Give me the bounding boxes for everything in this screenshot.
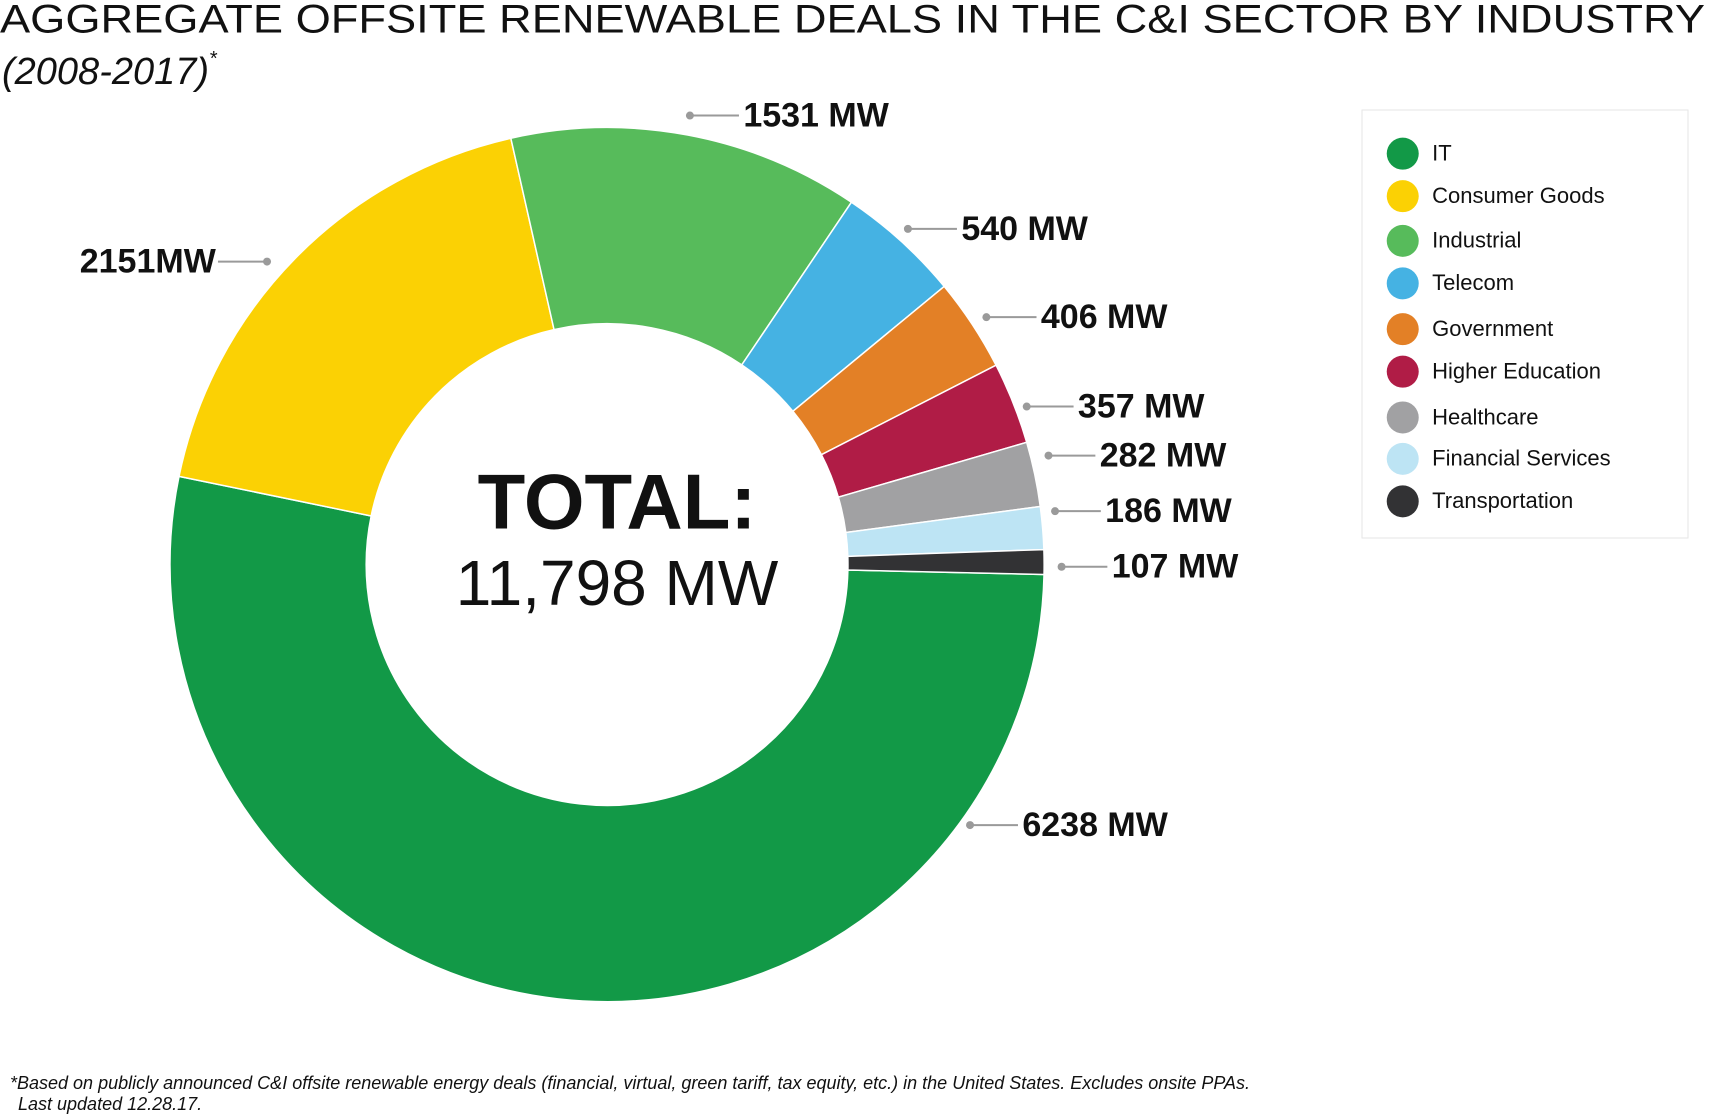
legend-label: Government: [1432, 316, 1553, 341]
legend-label: Consumer Goods: [1432, 183, 1604, 208]
legend-swatch: [1386, 355, 1419, 388]
center-value: 11,798 MW: [456, 547, 779, 619]
legend-swatch: [1386, 442, 1419, 475]
leader-dot: [685, 111, 694, 120]
subtitle-text: (2008-2017): [2, 51, 209, 93]
legend-swatch: [1386, 401, 1419, 434]
donut-slice: [169, 475, 1045, 1003]
subtitle-mark: *: [209, 48, 218, 70]
chart-subtitle: (2008-2017)*: [2, 48, 218, 93]
legend-swatch: [1386, 485, 1419, 518]
leader-dot: [982, 313, 991, 322]
legend-label: Industrial: [1432, 228, 1521, 253]
leader-dot: [263, 257, 272, 266]
leader-dot: [1022, 402, 1031, 411]
data-label: 357 MW: [1078, 388, 1205, 426]
legend-label: Transportation: [1432, 488, 1573, 513]
legend-swatch: [1386, 224, 1419, 257]
chart-title: AGGREGATE OFFSITE RENEWABLE DEALS IN THE…: [0, 0, 1705, 42]
donut-slice: [509, 126, 853, 366]
legend-swatch: [1386, 180, 1419, 213]
legend-label: Telecom: [1432, 270, 1514, 295]
donut: [169, 126, 1045, 1003]
legend-swatch: [1386, 313, 1419, 346]
data-label: 540 MW: [961, 210, 1088, 248]
data-label: 6238 MW: [1022, 806, 1168, 844]
data-label: 107 MW: [1112, 548, 1239, 586]
data-label: 2151MW: [80, 243, 217, 281]
leader-dot: [1051, 507, 1060, 516]
leader-dot: [1044, 451, 1053, 460]
legend-swatch: [1386, 267, 1419, 300]
data-label: 186 MW: [1105, 492, 1232, 530]
legend-label: Healthcare: [1432, 404, 1538, 429]
donut-slice: [178, 137, 555, 517]
leader-dot: [966, 821, 975, 830]
donut-slice: [847, 548, 1045, 576]
data-label: 282 MW: [1100, 437, 1227, 475]
center-title: TOTAL:: [478, 458, 757, 546]
legend: IT Consumer Goods Industrial Telecom Governm…: [1386, 137, 1611, 518]
data-label: 406 MW: [1041, 298, 1168, 336]
legend-label: Higher Education: [1432, 358, 1601, 383]
legend-label: IT: [1432, 140, 1452, 165]
data-label: 1531 MW: [743, 97, 889, 135]
leader-dot: [1057, 562, 1066, 571]
legend-label: Financial Services: [1432, 446, 1611, 471]
legend-swatch: [1386, 137, 1419, 170]
footnote: *Based on publicly announced C&I offsite…: [10, 1073, 1250, 1093]
leader-dot: [903, 224, 912, 233]
footnote: Last updated 12.28.17.: [18, 1094, 202, 1114]
